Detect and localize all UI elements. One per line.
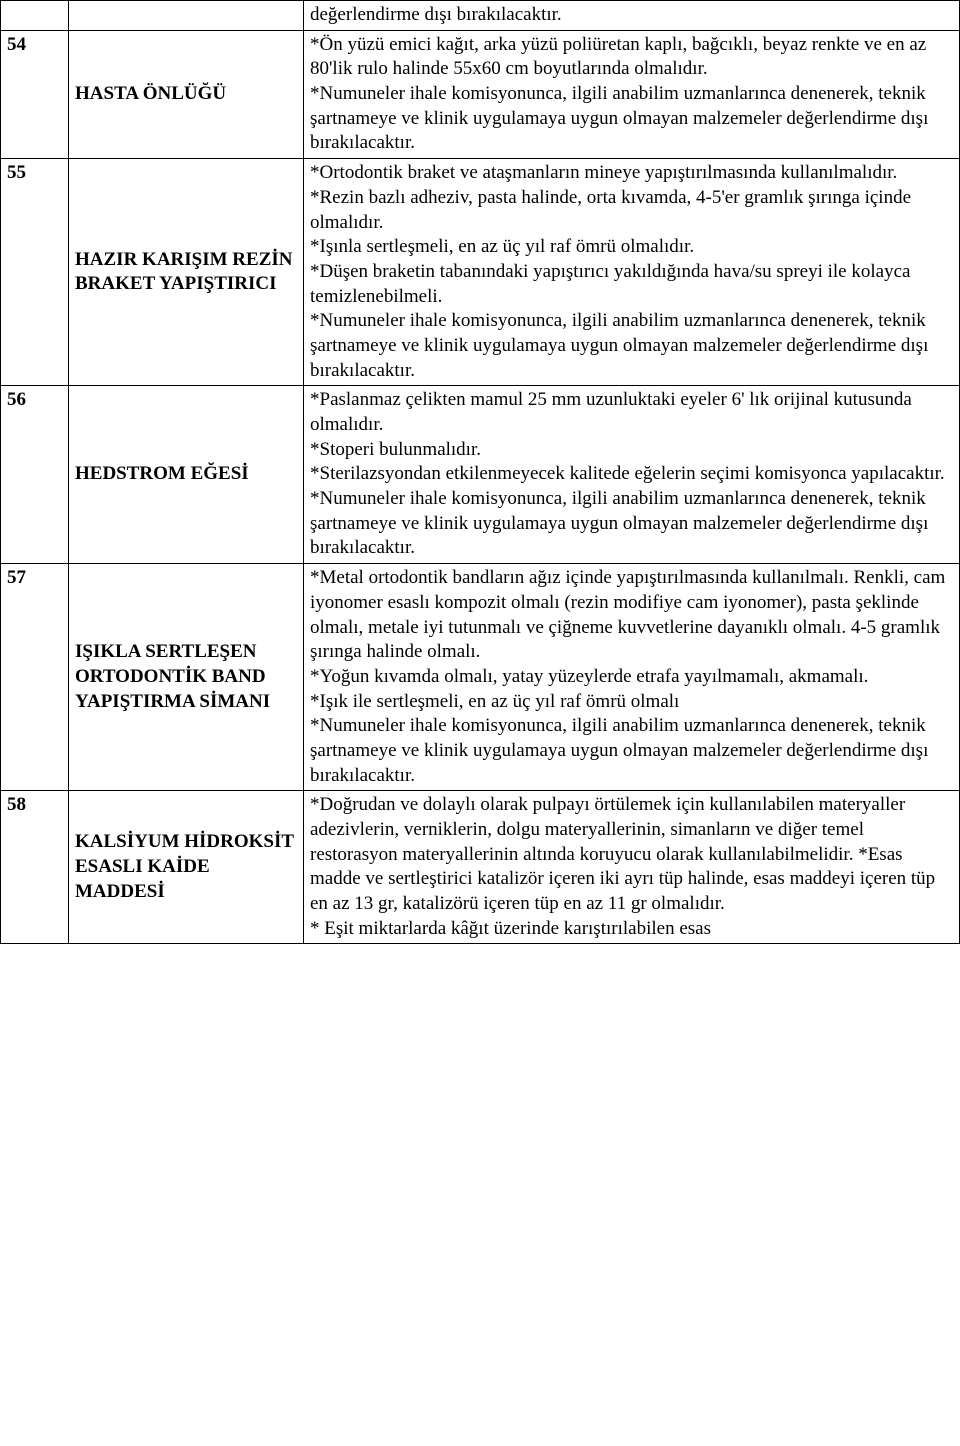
row-number: 55 [1,159,69,386]
item-description: *Ön yüzü emici kağıt, arka yüzü poliüret… [304,30,960,158]
item-description: *Doğrudan ve dolaylı olarak pulpayı örtü… [304,791,960,944]
spec-table: değerlendirme dışı bırakılacaktır.54HAST… [0,0,960,944]
item-description: değerlendirme dışı bırakılacaktır. [304,1,960,31]
item-name: KALSİYUM HİDROKSİT ESASLI KAİDE MADDESİ [69,791,304,944]
row-number: 57 [1,564,69,791]
table-row: 56HEDSTROM EĞESİ*Paslanmaz çelikten mamu… [1,386,960,564]
table-row: değerlendirme dışı bırakılacaktır. [1,1,960,31]
table-row: 58KALSİYUM HİDROKSİT ESASLI KAİDE MADDES… [1,791,960,944]
item-name: HAZIR KARIŞIM REZİN BRAKET YAPIŞTIRICI [69,159,304,386]
table-row: 54HASTA ÖNLÜĞÜ*Ön yüzü emici kağıt, arka… [1,30,960,158]
table-row: 55HAZIR KARIŞIM REZİN BRAKET YAPIŞTIRICI… [1,159,960,386]
item-description: *Paslanmaz çelikten mamul 25 mm uzunlukt… [304,386,960,564]
item-description: *Ortodontik braket ve ataşmanların miney… [304,159,960,386]
table-row: 57IŞIKLA SERTLEŞEN ORTODONTİK BAND YAPIŞ… [1,564,960,791]
row-number: 58 [1,791,69,944]
item-description: *Metal ortodontik bandların ağız içinde … [304,564,960,791]
item-name: HEDSTROM EĞESİ [69,386,304,564]
spec-table-body: değerlendirme dışı bırakılacaktır.54HAST… [1,1,960,944]
item-name: HASTA ÖNLÜĞÜ [69,30,304,158]
row-number [1,1,69,31]
item-name [69,1,304,31]
row-number: 54 [1,30,69,158]
item-name: IŞIKLA SERTLEŞEN ORTODONTİK BAND YAPIŞTI… [69,564,304,791]
document-page: değerlendirme dışı bırakılacaktır.54HAST… [0,0,960,1446]
row-number: 56 [1,386,69,564]
